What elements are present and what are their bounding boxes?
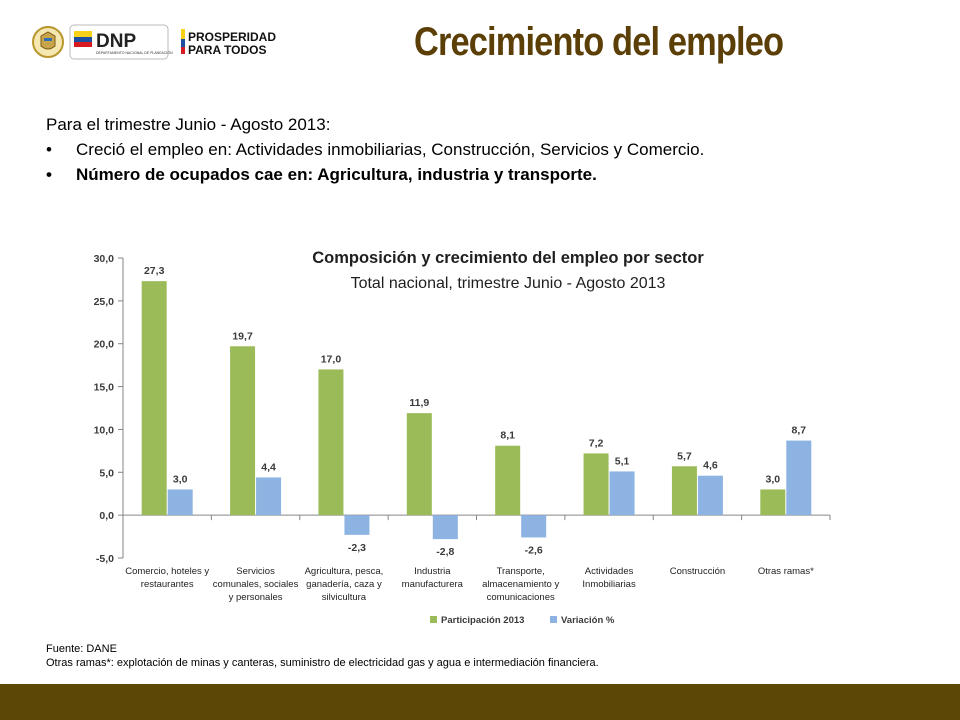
data-label: 8,1 xyxy=(500,430,515,442)
data-label: 3,0 xyxy=(766,473,781,485)
bar-participacion xyxy=(318,369,344,516)
dnp-logo-subtext: DEPARTAMENTO NACIONAL DE PLANEACIÓN xyxy=(96,50,173,55)
x-category-label: Construcción xyxy=(670,566,725,577)
bar-participacion xyxy=(583,453,609,516)
bar-participacion xyxy=(406,413,432,516)
x-category-label: y personales xyxy=(229,592,283,603)
bar-variacion xyxy=(609,471,635,516)
bar-participacion xyxy=(141,281,167,516)
y-tick-label: 5,0 xyxy=(99,467,114,479)
legend-label: Variación % xyxy=(561,615,615,626)
bar-variacion xyxy=(521,515,547,538)
prosperidad-line1: PROSPERIDAD xyxy=(188,30,276,44)
data-label: 27,3 xyxy=(144,265,165,277)
bottom-bar xyxy=(0,684,960,720)
data-label: -2,3 xyxy=(348,542,366,554)
legend-swatch xyxy=(550,616,557,623)
bar-variacion xyxy=(344,515,370,535)
y-tick-label: 30,0 xyxy=(94,253,115,265)
y-tick-label: 20,0 xyxy=(94,339,115,351)
chart-subtitle: Total nacional, trimestre Junio - Agosto… xyxy=(351,275,666,292)
bar-participacion xyxy=(230,346,256,516)
data-label: 17,0 xyxy=(321,353,342,365)
header-logos: DNP DEPARTAMENTO NACIONAL DE PLANEACIÓN … xyxy=(30,22,300,62)
x-category-label: Otras ramas* xyxy=(758,566,814,577)
x-category-label: almacenamiento y xyxy=(482,579,559,590)
data-label: 11,9 xyxy=(409,397,429,409)
footnote-source: Fuente: DANE xyxy=(46,643,117,655)
bar-variacion xyxy=(432,515,458,540)
bar-participacion xyxy=(495,445,521,516)
x-category-label: Transporte, xyxy=(497,566,545,577)
dnp-logo-text: DNP xyxy=(96,31,136,52)
colombia-seal-logo xyxy=(32,26,64,58)
prosperidad-line2: PARA TODOS xyxy=(188,43,266,57)
y-tick-label: 10,0 xyxy=(94,424,115,436)
data-label: 19,7 xyxy=(232,330,253,342)
x-category-label: Industria xyxy=(414,566,451,577)
x-category-label: restaurantes xyxy=(141,579,194,590)
data-label: 3,0 xyxy=(173,473,188,485)
bar-variacion xyxy=(697,475,723,516)
bar-participacion xyxy=(671,466,697,516)
footnote-note: Otras ramas*: explotación de minas y can… xyxy=(46,657,599,669)
x-category-label: comunicaciones xyxy=(487,592,555,603)
chart-title: Composición y crecimiento del empleo por… xyxy=(312,249,704,267)
data-label: -2,6 xyxy=(525,544,543,556)
x-category-label: manufacturera xyxy=(402,579,464,590)
data-label: -2,8 xyxy=(436,546,454,558)
data-label: 5,1 xyxy=(615,455,630,467)
data-label: 5,7 xyxy=(677,450,692,462)
footnote: Fuente: DANE Otras ramas*: explotación d… xyxy=(46,642,599,670)
summary-bullets: Creció el empleo en: Actividades inmobil… xyxy=(46,137,704,187)
page-title: Crecimiento del empleo xyxy=(414,20,784,64)
x-category-label: Comercio, hoteles y xyxy=(125,566,209,577)
x-category-label: Agricultura, pesca, xyxy=(305,566,384,577)
y-tick-label: 15,0 xyxy=(94,382,115,394)
x-category-label: Inmobiliarias xyxy=(582,579,636,590)
bar-variacion xyxy=(167,489,193,516)
x-category-label: silvicultura xyxy=(322,592,367,603)
x-category-label: comunales, sociales xyxy=(213,579,299,590)
prosperidad-logo: PROSPERIDAD PARA TODOS xyxy=(181,29,276,57)
summary-bullet: Número de ocupados cae en: Agricultura, … xyxy=(46,162,704,187)
x-category-label: Servicios xyxy=(236,566,275,577)
x-category-label: Actividades xyxy=(585,566,634,577)
data-label: 7,2 xyxy=(589,437,604,449)
chart-body: -5,0 0,0 5,0 10,0 15,0 20,0 25,0 30,0 27,3 3,0 Com… xyxy=(94,253,831,626)
dnp-logo: DNP DEPARTAMENTO NACIONAL DE PLANEACIÓN xyxy=(69,24,173,60)
bar-variacion xyxy=(786,440,812,516)
summary-bullet: Creció el empleo en: Actividades inmobil… xyxy=(46,137,704,162)
y-tick-label: 25,0 xyxy=(94,296,115,308)
y-tick-label: -5,0 xyxy=(96,553,114,565)
legend-swatch xyxy=(430,616,437,623)
logos-svg: DNP DEPARTAMENTO NACIONAL DE PLANEACIÓN … xyxy=(32,24,276,60)
data-label: 4,6 xyxy=(703,460,718,472)
bar-variacion xyxy=(256,477,282,516)
legend-label: Participación 2013 xyxy=(441,615,524,626)
data-label: 4,4 xyxy=(261,461,276,473)
bar-participacion xyxy=(760,489,786,516)
employment-chart: Composición y crecimiento del empleo por… xyxy=(94,249,831,626)
data-label: 8,7 xyxy=(792,425,807,437)
y-tick-label: 0,0 xyxy=(99,510,114,522)
x-category-label: ganadería, caza y xyxy=(306,579,382,590)
summary-intro: Para el trimestre Junio - Agosto 2013: xyxy=(46,115,331,134)
